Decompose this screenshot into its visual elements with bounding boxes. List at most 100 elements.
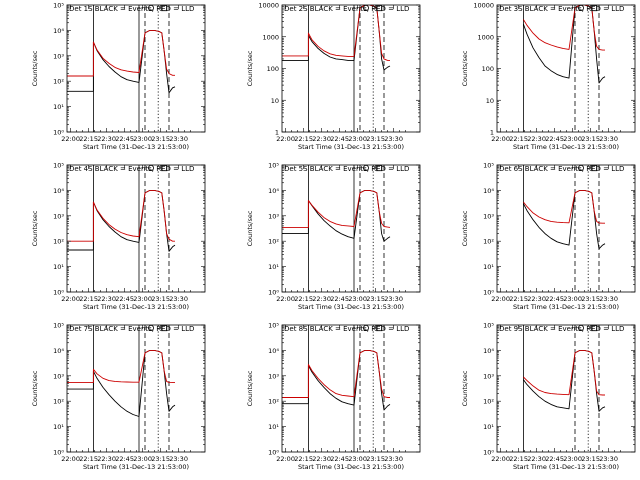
x-axis-label: Start Time (31-Dec-13 21:53:00) — [513, 463, 619, 471]
x-tick-label: 23:00 — [348, 295, 367, 303]
x-tick-label: 22:45 — [115, 135, 134, 143]
series-lld-line — [523, 5, 605, 51]
panel-det-3: 1 10 100 1000 10000 22:00 22:15 22:30 22:45 23:00… — [461, 2, 636, 151]
x-tick-label: 22:45 — [545, 455, 564, 463]
x-axis-label: Start Time (31-Dec-13 21:53:00) — [513, 303, 619, 311]
y-tick-label: 10⁵ — [483, 322, 494, 330]
marker-circle — [147, 5, 154, 11]
x-tick-label: 22:15 — [79, 455, 98, 463]
x-tick-label: 23:15 — [151, 295, 170, 303]
x-axis-label: Start Time (31-Dec-13 21:53:00) — [83, 463, 189, 471]
x-tick-label: 23:15 — [366, 295, 385, 303]
marker-square — [591, 165, 598, 172]
panel-title: Det 6S BLACK = Events, RED = LLD — [499, 165, 624, 173]
y-tick-label: 10³ — [53, 212, 64, 220]
x-axis-label: Start Time (31-Dec-13 21:53:00) — [513, 143, 619, 151]
marker-circle — [147, 324, 154, 331]
y-tick-label: 10² — [53, 238, 64, 246]
x-tick-label: 23:15 — [366, 135, 385, 143]
y-tick-label: 1 — [490, 129, 494, 137]
x-tick-label: 22:00 — [276, 135, 295, 143]
x-tick-label: 23:00 — [133, 295, 152, 303]
plot-frame — [281, 4, 421, 133]
x-tick-label: 23:30 — [169, 455, 188, 463]
y-tick-label: 10² — [53, 398, 64, 406]
series-events-line — [67, 189, 176, 252]
x-tick-label: 22:30 — [97, 135, 116, 143]
y-tick-label: 10³ — [483, 212, 494, 220]
marker-circle — [362, 5, 369, 11]
x-tick-label: 22:30 — [527, 455, 546, 463]
marker-square — [161, 165, 168, 172]
marker-circle — [578, 324, 585, 331]
y-tick-label: 10¹ — [483, 263, 494, 271]
x-tick-label: 23:15 — [581, 295, 600, 303]
y-tick-label: 10¹ — [268, 423, 279, 431]
y-tick-label: 10⁴ — [53, 27, 64, 35]
x-axis-label: Start Time (31-Dec-13 21:53:00) — [298, 143, 404, 151]
y-tick-label: 1 — [275, 129, 279, 137]
y-tick-label: 10⁰ — [268, 449, 279, 457]
series-lld-line — [523, 189, 605, 224]
plot-frame — [281, 164, 421, 293]
y-tick-label: 10⁴ — [483, 347, 494, 355]
x-tick-label: 22:00 — [61, 135, 80, 143]
x-axis-label: Start Time (31-Dec-13 21:53:00) — [298, 463, 404, 471]
x-tick-label: 22:00 — [491, 455, 510, 463]
x-tick-label: 23:00 — [563, 455, 582, 463]
panel-title: Det 7S BLACK = Events, RED = LLD — [69, 325, 194, 333]
x-tick-label: 23:15 — [581, 135, 600, 143]
y-tick-label: 10⁵ — [483, 162, 494, 170]
y-tick-label: 10² — [53, 78, 64, 86]
y-tick-label: 10² — [483, 238, 494, 246]
x-tick-label: 22:15 — [294, 455, 313, 463]
x-tick-label: 22:15 — [509, 455, 528, 463]
x-tick-label: 22:00 — [491, 135, 510, 143]
x-tick-label: 22:00 — [276, 455, 295, 463]
series-lld-line — [282, 189, 391, 228]
x-tick-label: 23:30 — [599, 135, 618, 143]
marker-square — [591, 5, 598, 12]
x-tick-label: 23:30 — [599, 295, 618, 303]
x-tick-label: 22:15 — [509, 135, 528, 143]
x-tick-label: 22:30 — [527, 135, 546, 143]
marker-square — [161, 325, 168, 332]
y-tick-label: 10³ — [53, 372, 64, 380]
y-tick-label: 10³ — [268, 212, 279, 220]
series-lld-line — [67, 349, 175, 384]
plot-frame — [496, 324, 636, 453]
y-tick-label: 10³ — [53, 52, 64, 60]
x-tick-label: 22:15 — [294, 295, 313, 303]
x-tick-label: 22:15 — [79, 295, 98, 303]
series-events-line — [282, 349, 391, 411]
marker-circle — [147, 164, 154, 171]
y-tick-label: 10⁵ — [53, 162, 64, 170]
x-tick-label: 23:00 — [563, 295, 582, 303]
series-lld-line — [67, 29, 175, 77]
y-tick-label: 1000 — [477, 33, 494, 41]
panel-title: Det 2S BLACK = Events, RED = LLD — [284, 5, 409, 13]
plot-frame — [66, 4, 206, 133]
x-tick-label: 22:15 — [79, 135, 98, 143]
x-tick-label: 23:30 — [384, 295, 403, 303]
x-tick-label: 23:00 — [133, 135, 152, 143]
marker-circle — [362, 324, 369, 331]
x-tick-label: 22:45 — [330, 455, 349, 463]
y-tick-label: 10000 — [473, 2, 494, 10]
x-axis-label: Start Time (31-Dec-13 21:53:00) — [83, 303, 189, 311]
y-axis-label: Counts/sec — [246, 210, 254, 246]
y-tick-label: 100 — [267, 65, 279, 73]
x-tick-label: 22:45 — [545, 295, 564, 303]
x-tick-label: 23:15 — [151, 135, 170, 143]
y-tick-label: 10⁰ — [483, 449, 494, 457]
series-lld-line — [67, 189, 175, 242]
y-tick-label: 10⁵ — [53, 2, 64, 10]
x-tick-label: 22:30 — [312, 135, 331, 143]
y-tick-label: 10¹ — [53, 103, 64, 111]
marker-circle — [578, 164, 585, 171]
x-tick-label: 22:30 — [312, 455, 331, 463]
y-tick-label: 10⁵ — [268, 162, 279, 170]
plot-frame — [66, 324, 206, 453]
